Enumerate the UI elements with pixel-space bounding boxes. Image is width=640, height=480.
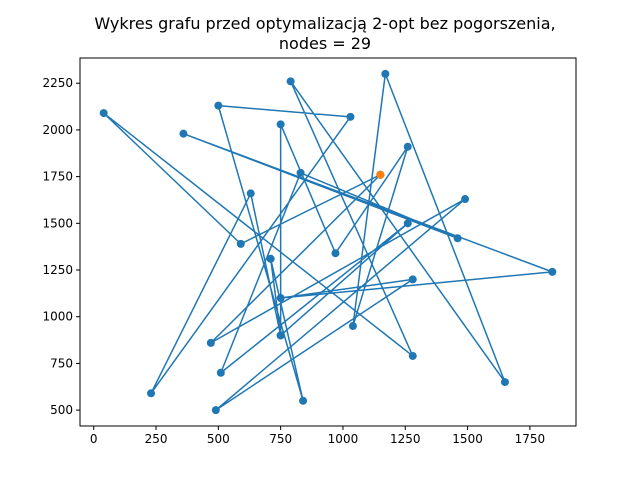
route-node: [236, 239, 245, 248]
route-node: [179, 129, 188, 138]
route-node: [276, 294, 285, 303]
route-node: [381, 69, 390, 78]
y-tick-label: 1250: [42, 263, 73, 277]
x-tick-label: 1500: [452, 432, 483, 446]
y-tick-label: 2000: [42, 123, 73, 137]
y-axis: 500 750 1000 1250 1500 1750 2000 2250: [42, 76, 80, 417]
x-tick-label: 500: [207, 432, 230, 446]
chart-title-line-1: Wykres grafu przed optymalizacją 2-opt b…: [94, 14, 555, 33]
route-node: [214, 101, 223, 110]
route-node: [246, 189, 255, 198]
route-node: [453, 234, 462, 243]
route-node: [348, 322, 357, 331]
route-node: [216, 368, 225, 377]
x-tick-label: 1750: [515, 432, 546, 446]
x-tick-label: 750: [269, 432, 292, 446]
x-tick-label: 250: [145, 432, 168, 446]
route-node: [299, 396, 308, 405]
start-point: [376, 170, 385, 179]
route-node: [346, 112, 355, 121]
route-node: [276, 120, 285, 129]
y-tick-label: 500: [50, 403, 73, 417]
route-node: [211, 406, 220, 415]
route-node: [403, 219, 412, 228]
plot-area: [79, 57, 577, 427]
route-node: [500, 378, 509, 387]
chart-title-line-2: nodes = 29: [279, 34, 371, 53]
y-tick-label: 1000: [42, 310, 73, 324]
y-tick-label: 750: [50, 356, 73, 370]
y-tick-label: 1750: [42, 170, 73, 184]
x-tick-label: 1250: [390, 432, 421, 446]
route-node: [296, 168, 305, 177]
x-tick-label: 1000: [328, 432, 359, 446]
y-tick-label: 2250: [42, 76, 73, 90]
route-node: [286, 77, 295, 86]
x-tick-label: 0: [90, 432, 98, 446]
route-node: [331, 249, 340, 258]
route-node: [147, 389, 156, 398]
route-node: [206, 338, 215, 347]
route-node: [461, 195, 470, 204]
route-node: [403, 142, 412, 151]
route-node: [266, 254, 275, 263]
route-node: [548, 267, 557, 276]
y-tick-label: 1500: [42, 216, 73, 230]
route-node: [408, 275, 417, 284]
route-node: [99, 109, 108, 118]
route-node: [276, 331, 285, 340]
x-axis: 0 250 500 750 1000 1250 1500 1750: [90, 426, 545, 446]
route-node: [408, 351, 417, 360]
